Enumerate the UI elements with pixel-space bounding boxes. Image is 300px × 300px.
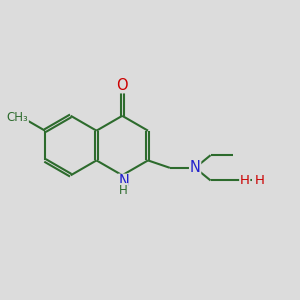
Text: H: H bbox=[255, 174, 265, 187]
Text: CH₃: CH₃ bbox=[7, 111, 28, 124]
Text: O: O bbox=[116, 78, 128, 93]
Text: N: N bbox=[190, 160, 201, 175]
Text: H: H bbox=[240, 174, 250, 187]
Text: N: N bbox=[118, 174, 129, 189]
Text: H: H bbox=[119, 184, 128, 196]
